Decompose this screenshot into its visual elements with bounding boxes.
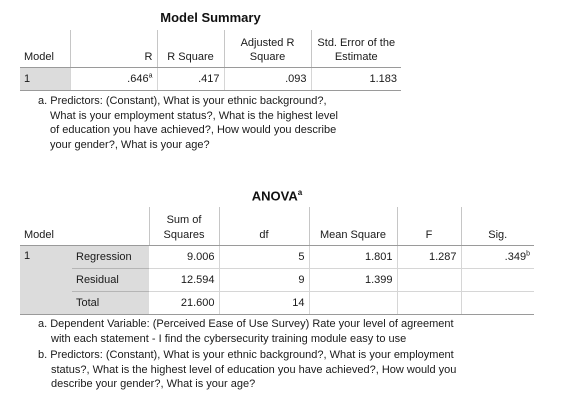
footnote-line: a. Predictors: (Constant), What is your … bbox=[38, 95, 327, 107]
header-adjusted-r-square-line1: Adjusted R bbox=[240, 37, 295, 49]
header-std-error-line2: Estimate bbox=[334, 51, 378, 63]
r-value-text: .646 bbox=[127, 73, 149, 85]
footnote-marker-b: b bbox=[526, 250, 530, 258]
footnote-line: What is your employment status?, What is… bbox=[50, 109, 338, 122]
header-sum-of-squares-line1: Sum of bbox=[166, 214, 202, 226]
model-summary-footnote: a. Predictors: (Constant), What is your … bbox=[38, 94, 338, 152]
model-summary-title: Model Summary bbox=[160, 10, 261, 25]
sig-value bbox=[461, 268, 534, 292]
f-value bbox=[397, 291, 462, 315]
header-r: R bbox=[70, 30, 158, 68]
header-model: Model bbox=[20, 30, 71, 68]
table-row: Total 21.600 14 bbox=[20, 291, 534, 315]
model-summary-table: Model R R Square Adjusted R Square Std. … bbox=[20, 30, 401, 91]
table-row: 1 .646a .417 .093 1.183 bbox=[20, 67, 401, 91]
table-row: Residual 12.594 9 1.399 bbox=[20, 268, 534, 292]
sum-of-squares-value: 21.600 bbox=[149, 291, 220, 315]
adjusted-r-square-value: .093 bbox=[224, 67, 312, 91]
mean-square-value: 1.801 bbox=[309, 245, 398, 269]
f-value: 1.287 bbox=[397, 245, 462, 269]
header-sum-of-squares-line2: Squares bbox=[163, 229, 205, 241]
anova-title-text: ANOVA bbox=[251, 188, 298, 204]
mean-square-value: 1.399 bbox=[309, 268, 398, 292]
source-regression: Regression bbox=[72, 245, 149, 269]
anova-footnote-a: a. Dependent Variable: (Perceived Ease o… bbox=[38, 317, 454, 346]
header-sum-of-squares: Sum of Squares bbox=[149, 207, 220, 246]
sig-value bbox=[461, 291, 534, 315]
header-adjusted-r-square-line2: Square bbox=[249, 51, 286, 63]
df-value: 5 bbox=[219, 245, 310, 269]
sig-value: .349b bbox=[461, 245, 534, 269]
df-value: 9 bbox=[219, 268, 310, 292]
model-summary-header-row: Model R R Square Adjusted R Square Std. … bbox=[20, 30, 401, 68]
f-value bbox=[397, 268, 462, 292]
anova-footnote-b: b. Predictors: (Constant), What is your … bbox=[38, 348, 456, 392]
sig-value-text: .349 bbox=[504, 251, 527, 263]
sum-of-squares-value: 9.006 bbox=[149, 245, 220, 269]
footnote-line: describe your gender?, What is your age? bbox=[51, 378, 256, 390]
footnote-marker-a: a bbox=[148, 72, 153, 80]
header-r-square: R Square bbox=[157, 30, 225, 68]
r-value: .646a bbox=[70, 67, 158, 91]
std-error-value: 1.183 bbox=[311, 67, 401, 91]
header-df: df bbox=[219, 207, 310, 246]
header-model: Model bbox=[20, 207, 150, 246]
anova-table: Model Sum of Squares df Mean Square F Si… bbox=[20, 207, 534, 315]
footnote-line: status?, What is the highest level of ed… bbox=[51, 363, 457, 376]
header-f: F bbox=[397, 207, 462, 246]
header-adjusted-r-square: Adjusted R Square bbox=[224, 30, 312, 68]
anova-title-footnote-marker: a bbox=[297, 188, 303, 197]
footnote-line: of education you have achieved?, How wou… bbox=[50, 124, 337, 136]
model-number: 1 bbox=[20, 245, 72, 315]
mean-square-value bbox=[309, 291, 398, 315]
header-sig: Sig. bbox=[461, 207, 534, 246]
source-residual: Residual bbox=[72, 268, 149, 292]
footnote-line: b. Predictors: (Constant), What is your … bbox=[38, 349, 454, 361]
anova-header-row: Model Sum of Squares df Mean Square F Si… bbox=[20, 207, 534, 246]
sum-of-squares-value: 12.594 bbox=[149, 268, 220, 292]
header-mean-square: Mean Square bbox=[309, 207, 398, 246]
anova-title: ANOVAa bbox=[20, 188, 534, 203]
header-std-error: Std. Error of the Estimate bbox=[311, 30, 401, 68]
r-square-value: .417 bbox=[157, 67, 225, 91]
footnote-line: with each statement - I find the cyberse… bbox=[51, 332, 407, 345]
source-total: Total bbox=[72, 291, 149, 315]
footnote-line: your gender?, What is your age? bbox=[50, 138, 210, 151]
df-value: 14 bbox=[219, 291, 310, 315]
footnote-line: a. Dependent Variable: (Perceived Ease o… bbox=[38, 318, 454, 330]
header-std-error-line1: Std. Error of the bbox=[317, 37, 396, 49]
model-number: 1 bbox=[20, 67, 71, 91]
table-row: 1 Regression 9.006 5 1.801 1.287 .349b bbox=[20, 245, 534, 315]
